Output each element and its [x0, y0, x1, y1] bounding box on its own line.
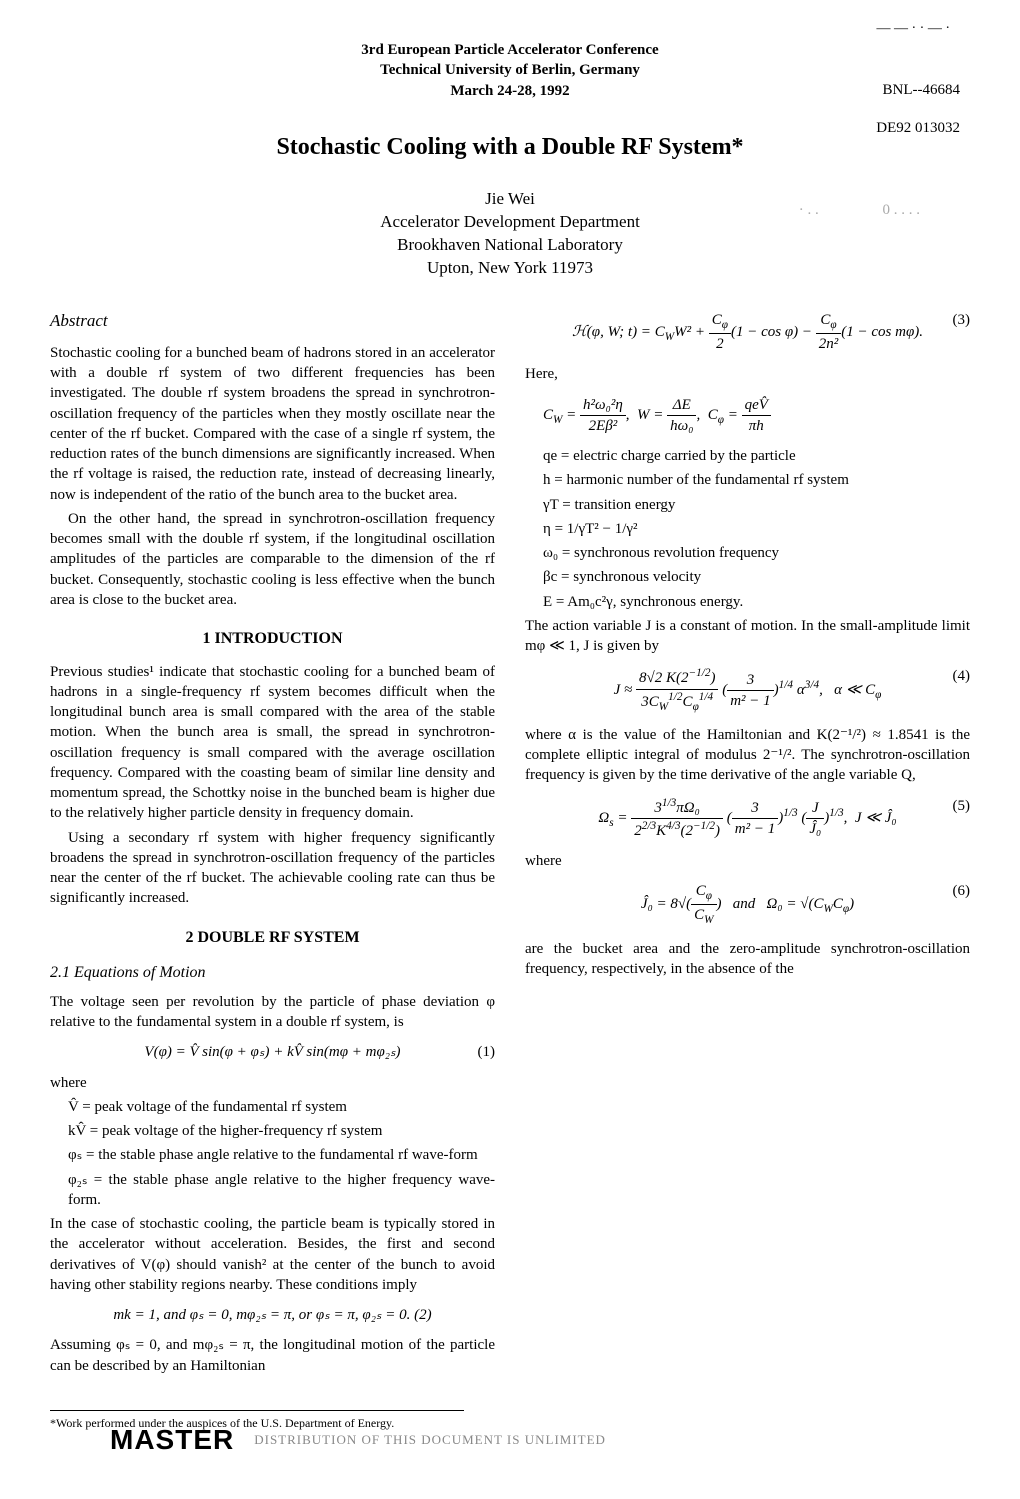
- eq1-number: (1): [478, 1042, 496, 1062]
- abstract-para-2: On the other hand, the spread in synchro…: [50, 509, 495, 610]
- col2-para-4: where α is the value of the Hamiltonian …: [525, 725, 970, 786]
- eq1-body: V(φ) = V̂ sin(φ + φₛ) + kV̂ sin(mφ + mφ₂…: [144, 1044, 400, 1060]
- distribution-text: DISTRIBUTION OF THIS DOCUMENT IS UNLIMIT…: [254, 1431, 606, 1449]
- where-label-1: where: [50, 1073, 495, 1093]
- report-ids: BNL--46684 DE92 013032: [876, 80, 960, 139]
- def-gammat: γT = transition energy: [543, 495, 970, 515]
- def-phis: φₛ = the stable phase angle relative to …: [68, 1145, 495, 1165]
- two-column-body: Abstract Stochastic cooling for a bunche…: [50, 310, 970, 1390]
- def-betac: βc = synchronous velocity: [543, 567, 970, 587]
- equation-3: ℋ(φ, W; t) = CWW² + Cφ2(1 − cos φ) − Cφ2…: [525, 310, 970, 354]
- eq4-number: (4): [953, 666, 971, 686]
- def-energy: E = Am₀c²γ, synchronous energy.: [543, 592, 970, 612]
- abstract-heading: Abstract: [50, 310, 495, 333]
- eq5-number: (5): [953, 796, 971, 816]
- top-dash-mark: — — · · — ·: [877, 20, 951, 39]
- def-eta: η = 1/γT² − 1/γ²: [543, 519, 970, 539]
- def-vhat: V̂ = peak voltage of the fundamental rf …: [68, 1097, 495, 1117]
- cw-def: CW = h²ω₀²η2Eβ², W = ΔEhω₀, Cφ = qeV̂πh: [543, 395, 970, 437]
- eq4-body: J ≈ 8√2 K(2−1/2)3CW1/2Cφ1/4 (3m² − 1)1/4…: [614, 682, 882, 698]
- conf-line3: March 24-28, 1992: [50, 81, 970, 101]
- eq2-body: mk = 1, and φₛ = 0, mφ₂ₛ = π, or φₛ = π,…: [113, 1307, 431, 1323]
- conf-line2: Technical University of Berlin, Germany: [50, 60, 970, 80]
- eq5-body: Ωs = 31/3πΩ₀22/3K4/3(2−1/2) (3m² − 1)1/3…: [598, 810, 896, 826]
- def-h: h = harmonic number of the fundamental r…: [543, 470, 970, 490]
- def-phi2s: φ₂ₛ = the stable phase angle relative to…: [68, 1170, 495, 1211]
- equation-1: V(φ) = V̂ sin(φ + φₛ) + kV̂ sin(mφ + mφ₂…: [50, 1042, 495, 1062]
- def-qe: qe = electric charge carried by the part…: [543, 446, 970, 466]
- author-lab: Brookhaven National Laboratory: [50, 234, 970, 257]
- eq3-number: (3): [953, 310, 971, 330]
- eq3-body: ℋ(φ, W; t) = CWW² + Cφ2(1 − cos φ) − Cφ2…: [572, 324, 923, 340]
- def-kvhat: kV̂ = peak voltage of the higher-frequen…: [68, 1121, 495, 1141]
- author-addr: Upton, New York 11973: [50, 257, 970, 280]
- subsection-2-1-heading: 2.1 Equations of Motion: [50, 962, 495, 984]
- equation-5: Ωs = 31/3πΩ₀22/3K4/3(2−1/2) (3m² − 1)1/3…: [525, 796, 970, 842]
- equation-2: mk = 1, and φₛ = 0, mφ₂ₛ = π, or φₛ = π,…: [50, 1305, 495, 1325]
- master-stamp: MASTER: [110, 1421, 234, 1459]
- equation-4: J ≈ 8√2 K(2−1/2)3CW1/2Cφ1/4 (3m² − 1)1/4…: [525, 666, 970, 714]
- sec2-para-1: The voltage seen per revolution by the p…: [50, 992, 495, 1033]
- col2-para-2: Assuming φₛ = 0, and mφ₂ₛ = π, the longi…: [50, 1335, 495, 1376]
- section-2-heading: 2 DOUBLE RF SYSTEM: [50, 927, 495, 949]
- intro-para-2: Using a secondary rf system with higher …: [50, 828, 495, 909]
- section-1-heading: 1 INTRODUCTION: [50, 628, 495, 650]
- where-label-2: where: [525, 851, 970, 871]
- col2-para-5: are the bucket area and the zero-amplitu…: [525, 939, 970, 980]
- intro-para-1: Previous studies¹ indicate that stochast…: [50, 662, 495, 824]
- report-id-2: DE92 013032: [876, 118, 960, 138]
- here-label: Here,: [525, 364, 970, 384]
- def-omega0: ω₀ = synchronous revolution frequency: [543, 543, 970, 563]
- conference-header: 3rd European Particle Accelerator Confer…: [50, 40, 970, 101]
- equation-6: Ĵ₀ = 8√(CφCW) and Ω₀ = √(CWCφ) (6): [525, 881, 970, 928]
- report-id-1: BNL--46684: [876, 80, 960, 100]
- col2-para-1: In the case of stochastic cooling, the p…: [50, 1214, 495, 1295]
- abstract-para-1: Stochastic cooling for a bunched beam of…: [50, 343, 495, 505]
- col2-para-3: The action variable J is a constant of m…: [525, 616, 970, 657]
- paper-title: Stochastic Cooling with a Double RF Syst…: [50, 131, 970, 163]
- eq6-number: (6): [953, 881, 971, 901]
- conf-line1: 3rd European Particle Accelerator Confer…: [50, 40, 970, 60]
- eq6-body: Ĵ₀ = 8√(CφCW) and Ω₀ = √(CWCφ): [641, 896, 854, 912]
- faint-stamp: · . . 0 . . . .: [799, 200, 920, 220]
- bottom-row: MASTER DISTRIBUTION OF THIS DOCUMENT IS …: [50, 1421, 970, 1459]
